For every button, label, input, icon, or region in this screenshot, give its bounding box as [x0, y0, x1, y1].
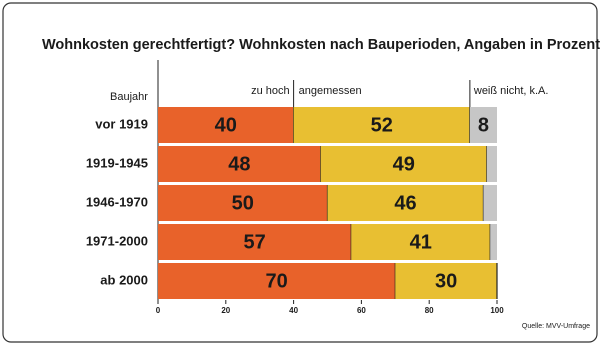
x-tick-label: 20	[221, 306, 230, 315]
bar-segment	[483, 185, 497, 221]
bar-segment	[486, 146, 497, 182]
value-label: 40	[215, 114, 237, 136]
bar-segment	[158, 263, 396, 299]
value-label: 49	[393, 153, 415, 175]
x-tick-label: 80	[425, 306, 434, 315]
legend-label: angemessen	[299, 85, 362, 97]
bar-segment	[158, 107, 294, 143]
bar-segment	[469, 107, 497, 143]
bar-segment	[351, 224, 491, 260]
legend-label: zu hoch	[251, 85, 290, 97]
bar-segment	[320, 146, 487, 182]
bar-segment	[490, 224, 497, 260]
bar-segment	[293, 107, 470, 143]
x-tick-label: 40	[289, 306, 298, 315]
bar-segment	[158, 185, 328, 221]
category-label: vor 1919	[95, 116, 148, 131]
value-label: 52	[371, 114, 393, 136]
value-label: 50	[232, 192, 254, 214]
bar-segment	[395, 263, 497, 299]
category-label: 1971-2000	[86, 233, 148, 248]
x-tick-label: 60	[357, 306, 366, 315]
value-label: 41	[410, 231, 432, 253]
x-tick-label: 100	[490, 306, 504, 315]
chart-title: Wohnkosten gerechtfertigt? Wohnkosten na…	[42, 37, 600, 53]
value-label: 48	[228, 153, 250, 175]
category-label: ab 2000	[100, 272, 148, 287]
legend-label: weiß nicht, k.A.	[473, 85, 549, 97]
category-label: 1946-1970	[86, 194, 148, 209]
x-tick-label: 0	[156, 306, 161, 315]
value-label: 70	[266, 270, 288, 292]
bar-segment	[158, 224, 352, 260]
value-label: 30	[435, 270, 457, 292]
category-label: 1919-1945	[86, 155, 148, 170]
category-axis-label: Baujahr	[110, 91, 148, 103]
value-label: 46	[394, 192, 416, 214]
source: Quelle: MVV-Umfrage	[522, 323, 590, 330]
value-label: 57	[243, 231, 265, 253]
bar-segment	[327, 185, 484, 221]
value-label: 8	[478, 114, 489, 136]
bar-segment	[158, 146, 321, 182]
